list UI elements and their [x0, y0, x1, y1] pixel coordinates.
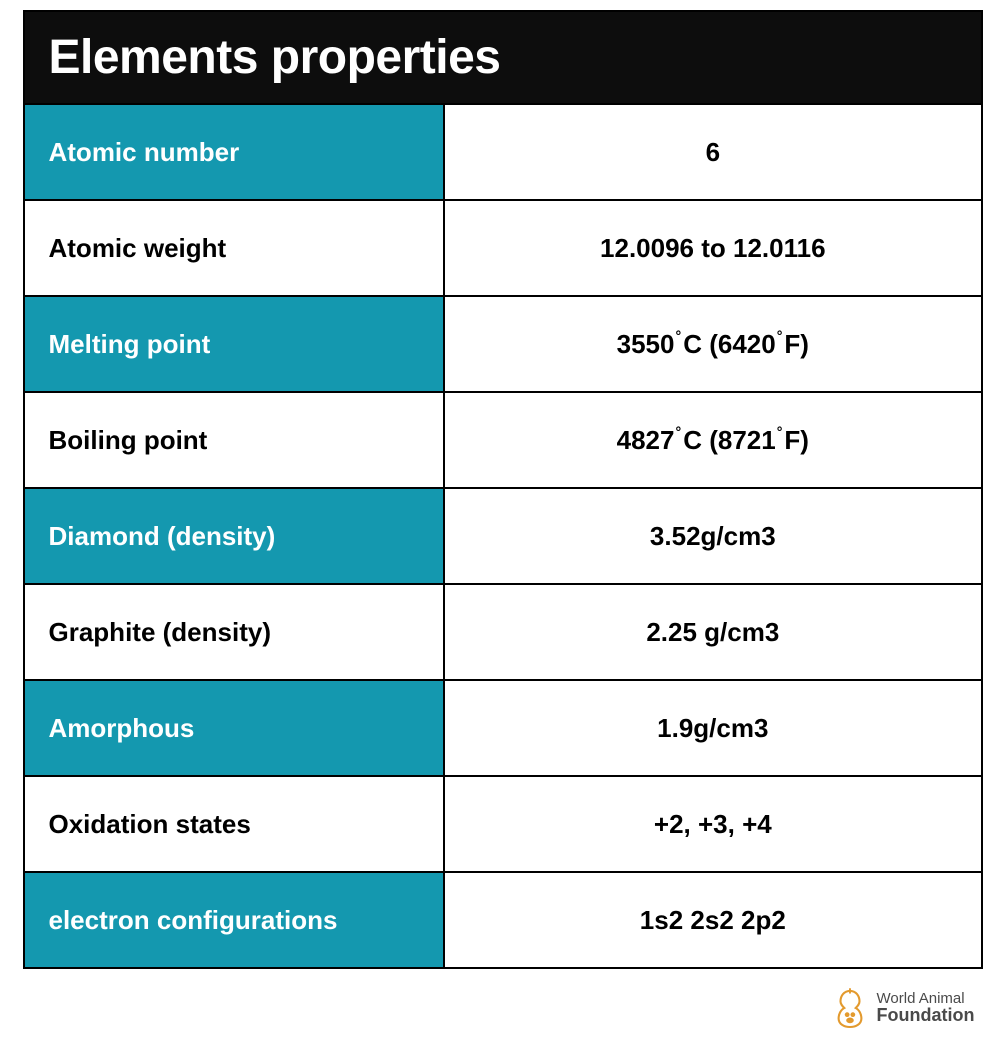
table-row: Diamond (density) 3.52g/cm3 — [25, 489, 981, 585]
property-value: 12.0096 to 12.0116 — [445, 201, 980, 295]
property-label: Graphite (density) — [25, 585, 446, 679]
property-value: 2.25 g/cm3 — [445, 585, 980, 679]
property-label: Amorphous — [25, 681, 446, 775]
table-row: Atomic weight 12.0096 to 12.0116 — [25, 201, 981, 297]
table-row: Oxidation states +2, +3, +4 — [25, 777, 981, 873]
footer: World Animal Foundation — [23, 987, 983, 1029]
footer-org-name: World Animal Foundation — [877, 991, 975, 1026]
table-row: Amorphous 1.9g/cm3 — [25, 681, 981, 777]
table-title: Elements properties — [25, 12, 981, 105]
org-line1: World Animal — [877, 991, 975, 1007]
property-label: Diamond (density) — [25, 489, 446, 583]
property-value: 4827°C (8721°F) — [445, 393, 980, 487]
property-label: Oxidation states — [25, 777, 446, 871]
property-label: Atomic number — [25, 105, 446, 199]
property-value: 6 — [445, 105, 980, 199]
property-label: Boiling point — [25, 393, 446, 487]
table-row: Melting point 3550°C (6420°F) — [25, 297, 981, 393]
property-value: 3.52g/cm3 — [445, 489, 980, 583]
table-row: Boiling point 4827°C (8721°F) — [25, 393, 981, 489]
property-value: +2, +3, +4 — [445, 777, 980, 871]
footer-logo: World Animal Foundation — [831, 987, 975, 1029]
table-row: Atomic number 6 — [25, 105, 981, 201]
table-row: electron configurations 1s2 2s2 2p2 — [25, 873, 981, 967]
table-row: Graphite (density) 2.25 g/cm3 — [25, 585, 981, 681]
paw-logo-icon — [831, 987, 869, 1029]
property-value: 3550°C (6420°F) — [445, 297, 980, 391]
properties-table: Elements properties Atomic number 6 Atom… — [23, 10, 983, 969]
property-value: 1s2 2s2 2p2 — [445, 873, 980, 967]
property-label: Melting point — [25, 297, 446, 391]
property-value: 1.9g/cm3 — [445, 681, 980, 775]
org-line2: Foundation — [877, 1006, 975, 1025]
property-label: electron configurations — [25, 873, 446, 967]
property-label: Atomic weight — [25, 201, 446, 295]
